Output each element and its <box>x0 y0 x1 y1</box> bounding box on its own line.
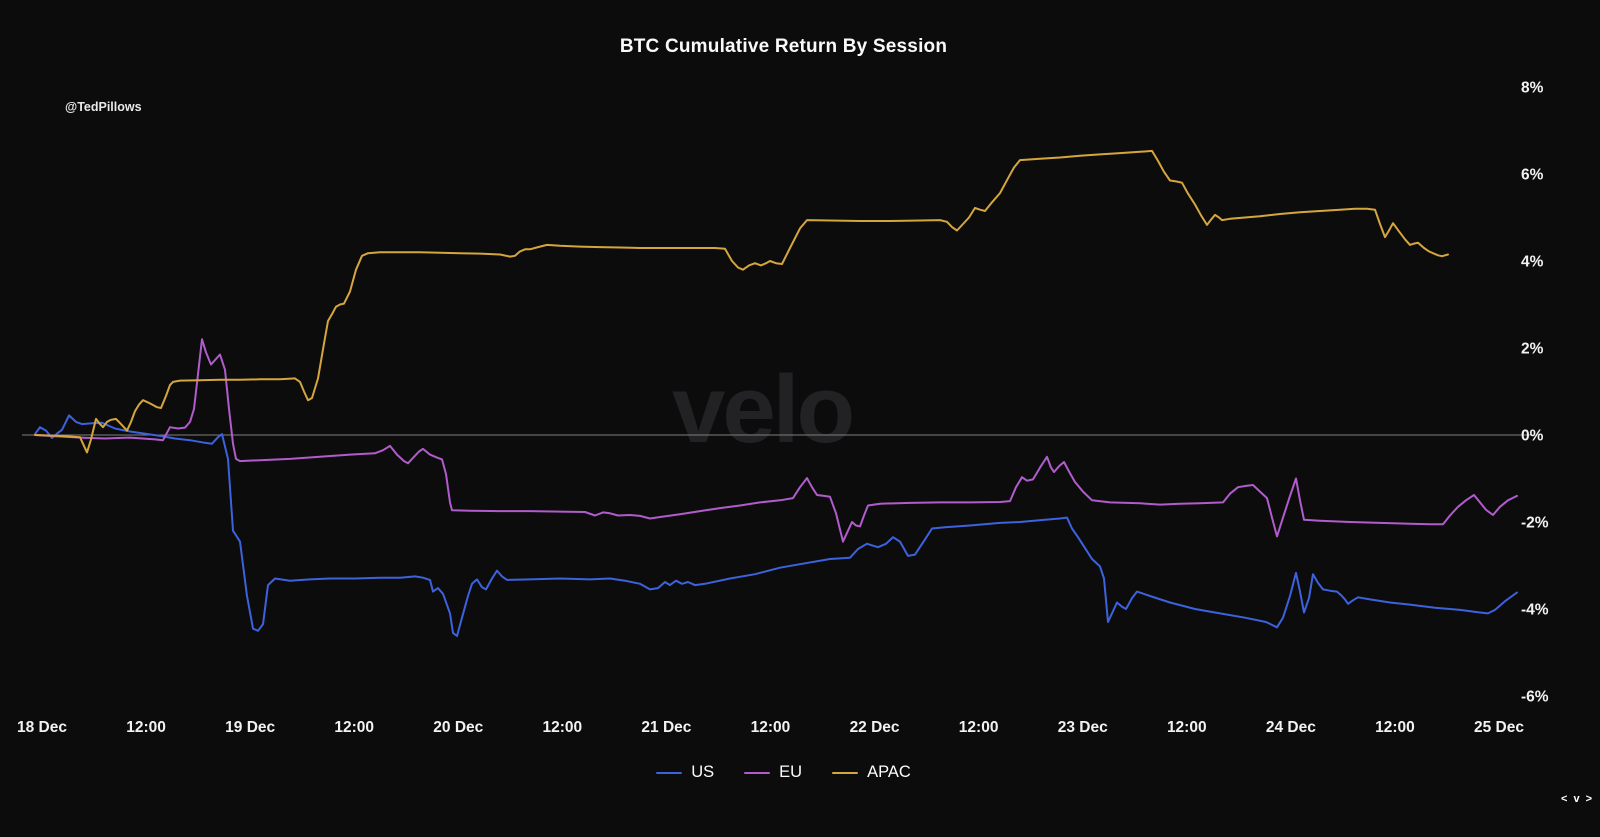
y-axis-tick: 0% <box>1521 428 1544 445</box>
series-line-eu <box>34 338 1518 543</box>
apac-line-swatch <box>832 771 859 774</box>
velo-watermark: velo <box>672 356 855 463</box>
y-axis-tick: -4% <box>1521 602 1549 619</box>
series-line-us <box>34 414 1518 637</box>
x-axis-tick: 25 Dec <box>1474 719 1524 736</box>
y-axis-tick: 8% <box>1521 80 1544 97</box>
legend-label-eu: EU <box>779 763 803 781</box>
legend-item-us[interactable]: US <box>656 763 714 782</box>
pager-prev-icon[interactable]: < <box>1561 793 1568 805</box>
x-axis-tick: 18 Dec <box>17 719 67 736</box>
chart-legend: US EU APAC <box>0 763 1567 782</box>
x-axis-tick: 20 Dec <box>433 719 483 736</box>
x-axis-tick: 12:00 <box>126 719 166 736</box>
x-axis-tick: 12:00 <box>1375 719 1415 736</box>
us-line-swatch <box>656 771 683 774</box>
x-axis-tick: 12:00 <box>1167 719 1207 736</box>
legend-item-apac[interactable]: APAC <box>832 763 911 782</box>
x-axis-tick: 12:00 <box>751 719 791 736</box>
y-axis-tick: 6% <box>1521 167 1544 184</box>
y-axis-tick: 2% <box>1521 341 1544 358</box>
x-axis-tick: 21 Dec <box>641 719 691 736</box>
x-axis-tick: 24 Dec <box>1266 719 1316 736</box>
pager-down-icon[interactable]: v <box>1573 793 1580 805</box>
x-axis-tick: 19 Dec <box>225 719 275 736</box>
legend-item-eu[interactable]: EU <box>744 763 802 782</box>
y-axis-tick: 4% <box>1521 254 1544 271</box>
author-handle: @TedPillows <box>65 100 142 114</box>
chart-pager: < v > <box>1561 793 1592 805</box>
chart-title: BTC Cumulative Return By Session <box>619 36 948 57</box>
x-axis-tick: 23 Dec <box>1058 719 1108 736</box>
x-axis-tick: 12:00 <box>334 719 374 736</box>
y-axis-tick: -2% <box>1521 515 1549 532</box>
x-axis-tick: 12:00 <box>959 719 999 736</box>
x-axis-tick: 22 Dec <box>850 719 900 736</box>
pager-next-icon[interactable]: > <box>1585 793 1592 805</box>
legend-label-us: US <box>691 763 715 781</box>
series-line-apac <box>34 149 1449 454</box>
x-axis-tick: 12:00 <box>543 719 583 736</box>
eu-line-swatch <box>744 771 771 774</box>
legend-label-apac: APAC <box>867 763 911 781</box>
y-axis-tick: -6% <box>1521 689 1549 706</box>
